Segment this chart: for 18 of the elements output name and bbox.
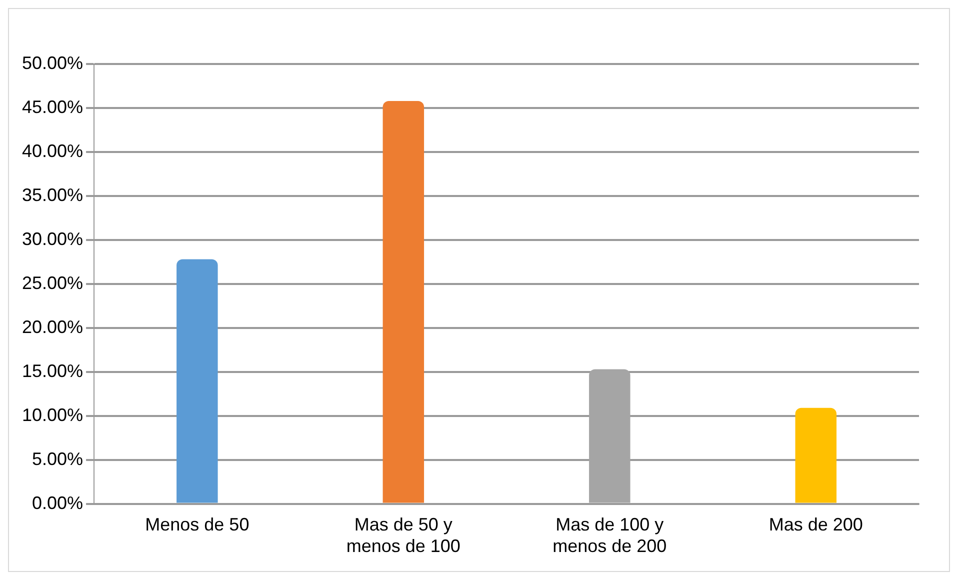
y-tick-label: 20.00% <box>22 316 84 337</box>
y-tick-label: 5.00% <box>32 448 84 469</box>
y-tick-label: 40.00% <box>22 140 84 161</box>
y-tick-label: 35.00% <box>22 184 84 205</box>
y-tick-label: 0.00% <box>32 492 84 513</box>
y-tick-label: 15.00% <box>22 360 84 381</box>
bar <box>382 100 424 503</box>
y-tick-label: 10.00% <box>22 404 84 425</box>
x-tick-label: Menos de 50 <box>145 514 250 535</box>
bar <box>795 408 837 503</box>
y-tick-label: 25.00% <box>22 272 84 293</box>
y-tick-label: 45.00% <box>22 96 84 117</box>
x-tick-label: Mas de 200 <box>768 514 863 535</box>
x-tick-label: Mas de 100 y menos de 200 <box>552 514 667 556</box>
y-tick-label: 50.00% <box>22 52 84 73</box>
bar <box>176 259 218 503</box>
y-tick-label: 30.00% <box>22 228 84 249</box>
x-tick-label: Mas de 50 y menos de 100 <box>346 514 460 556</box>
